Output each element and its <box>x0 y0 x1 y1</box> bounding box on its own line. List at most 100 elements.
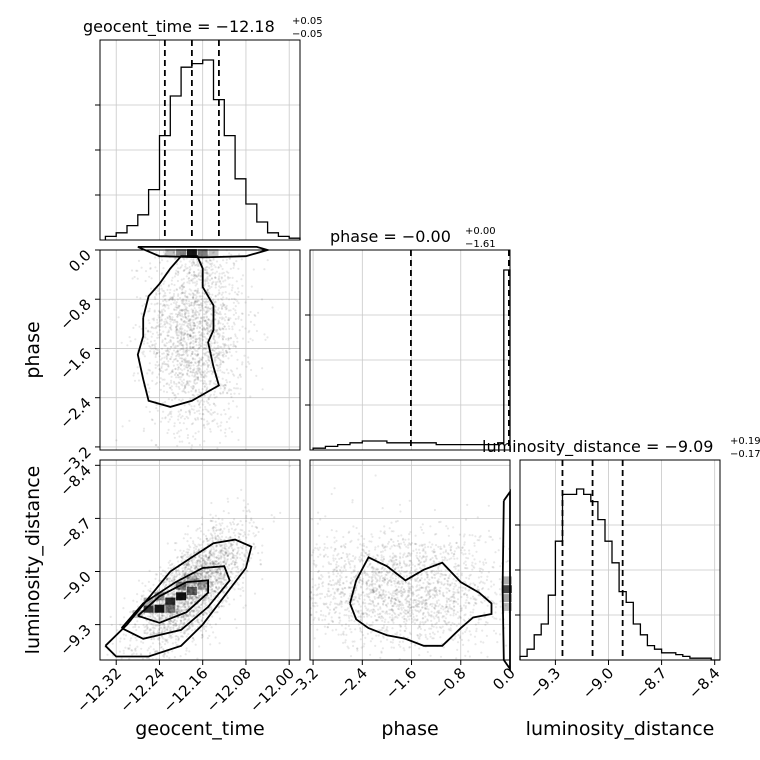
scatter-point <box>151 344 154 347</box>
scatter-point <box>214 579 218 582</box>
scatter-point <box>208 634 211 638</box>
scatter-point <box>181 313 184 316</box>
scatter-point <box>194 334 197 337</box>
scatter-point <box>205 625 208 628</box>
scatter-point <box>261 367 264 370</box>
scatter-point <box>163 356 166 359</box>
scatter-point <box>250 368 253 372</box>
scatter-point <box>194 382 197 385</box>
scatter-point <box>178 353 181 356</box>
scatter-point <box>199 334 202 337</box>
scatter-point <box>184 291 187 295</box>
scatter-point <box>210 501 213 505</box>
scatter-point <box>197 331 200 334</box>
density-cell <box>143 597 154 606</box>
scatter-point <box>218 312 221 315</box>
scatter-point <box>197 364 200 367</box>
scatter-point <box>176 340 179 343</box>
scatter-point <box>184 265 187 268</box>
scatter-point <box>204 534 208 538</box>
scatter-point <box>169 327 172 330</box>
scatter-point <box>188 410 192 413</box>
scatter-point <box>245 569 248 572</box>
scatter-point <box>228 283 231 286</box>
scatter-point <box>188 548 191 551</box>
scatter-point <box>119 637 122 640</box>
scatter-point <box>180 253 183 256</box>
scatter-point <box>191 251 194 254</box>
scatter-point <box>213 559 216 563</box>
scatter-point <box>237 583 240 586</box>
scatter-point <box>224 285 227 288</box>
scatter-point <box>222 576 225 579</box>
scatter-point <box>209 575 212 579</box>
scatter-point <box>190 304 193 307</box>
scatter-point <box>229 337 232 340</box>
scatter-point <box>229 558 232 561</box>
scatter-point <box>231 370 234 373</box>
scatter-point <box>181 415 184 418</box>
scatter-point <box>193 322 196 325</box>
scatter-point <box>200 303 203 306</box>
scatter-point <box>199 269 202 272</box>
scatter-point <box>146 649 149 652</box>
scatter-point <box>174 273 177 276</box>
scatter-point <box>140 598 143 601</box>
scatter-point <box>184 391 187 394</box>
scatter-point <box>232 598 236 601</box>
scatter-point <box>215 355 218 358</box>
scatter-point <box>221 360 224 363</box>
scatter-point <box>328 590 331 593</box>
scatter-point <box>178 362 181 365</box>
scatter-point <box>173 397 176 400</box>
scatter-point <box>172 603 176 606</box>
scatter-point <box>180 399 183 403</box>
scatter-point <box>441 556 444 559</box>
scatter-point <box>190 278 193 281</box>
scatter-point <box>147 368 150 371</box>
scatter-point <box>196 592 199 595</box>
scatter-point <box>213 359 216 362</box>
scatter-point <box>175 329 178 332</box>
scatter-point <box>233 392 236 395</box>
scatter-point <box>148 362 151 365</box>
scatter-point <box>460 595 463 599</box>
scatter-point <box>192 331 195 335</box>
scatter-point <box>197 352 200 355</box>
scatter-point <box>225 545 228 548</box>
scatter-point <box>173 283 176 287</box>
scatter-point <box>217 352 220 355</box>
scatter-point <box>237 522 240 526</box>
scatter-point <box>204 320 207 323</box>
scatter-point <box>195 560 199 563</box>
scatter-point <box>193 311 196 314</box>
scatter-point <box>233 387 236 390</box>
grid-layer <box>100 40 720 660</box>
scatter-point <box>212 335 215 338</box>
scatter-point <box>151 343 154 346</box>
scatter-point <box>213 570 216 574</box>
scatter-point <box>190 623 193 626</box>
scatter-point <box>196 337 199 340</box>
scatter-point <box>182 323 186 326</box>
scatter-point <box>220 276 223 279</box>
scatter-point <box>158 368 161 371</box>
scatter-point <box>179 635 183 638</box>
scatter-point <box>186 354 189 358</box>
scatter-point <box>219 328 222 331</box>
scatter-point <box>222 361 225 364</box>
scatter-point <box>252 532 255 535</box>
scatter-point <box>170 563 173 566</box>
scatter-point <box>194 301 197 304</box>
scatter-point <box>220 581 223 584</box>
scatter-point <box>221 552 224 555</box>
scatter-point <box>149 267 152 270</box>
scatter-point <box>249 337 252 340</box>
scatter-point <box>214 520 217 523</box>
scatter-point <box>217 336 220 339</box>
scatter-point <box>146 372 149 375</box>
scatter-point <box>180 556 183 559</box>
scatter-point <box>182 378 185 381</box>
scatter-point <box>142 641 145 644</box>
scatter-point <box>203 352 206 355</box>
